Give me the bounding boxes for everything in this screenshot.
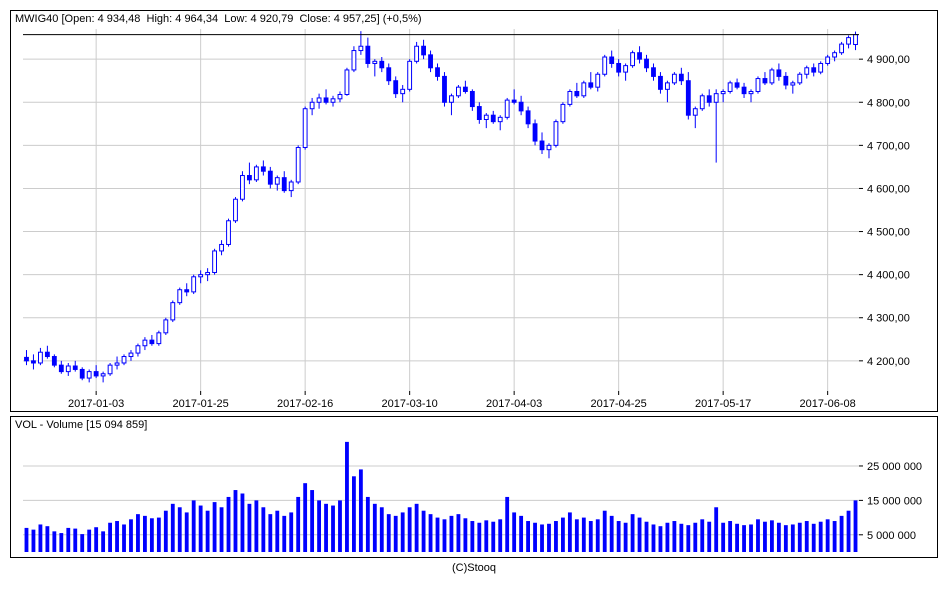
svg-text:2017-03-10: 2017-03-10 xyxy=(382,398,438,410)
svg-text:2017-01-25: 2017-01-25 xyxy=(173,398,229,410)
svg-text:5 000 000: 5 000 000 xyxy=(867,530,916,542)
high-value: 4 964,34 xyxy=(175,13,218,25)
close-value: 4 957,25 xyxy=(334,13,377,25)
close-label: Close: xyxy=(299,13,330,25)
svg-text:2017-04-25: 2017-04-25 xyxy=(591,398,647,410)
volume-panel-header: VOL - Volume [15 094 859] xyxy=(15,419,147,431)
change-value: (+0,5%) xyxy=(383,13,422,25)
price-panel: MWIG40 [Open: 4 934,48 High: 4 964,34 Lo… xyxy=(10,10,938,412)
svg-text:2017-04-03: 2017-04-03 xyxy=(486,398,542,410)
svg-text:4 600,00: 4 600,00 xyxy=(867,183,910,195)
volume-chart-svg: 5 000 000 15 000 000 25 000 000 xyxy=(11,417,937,557)
svg-text:4 300,00: 4 300,00 xyxy=(867,313,910,325)
volume-panel: VOL - Volume [15 094 859] 5 000 000 15 00… xyxy=(10,416,938,558)
low-value: 4 920,79 xyxy=(251,13,294,25)
svg-text:4 400,00: 4 400,00 xyxy=(867,270,910,282)
low-label: Low: xyxy=(224,13,247,25)
high-label: High: xyxy=(147,13,173,25)
svg-text:4 700,00: 4 700,00 xyxy=(867,140,910,152)
open-label: Open: xyxy=(65,13,95,25)
price-panel-header: MWIG40 [Open: 4 934,48 High: 4 964,34 Lo… xyxy=(15,13,422,25)
svg-text:25 000 000: 25 000 000 xyxy=(867,461,922,473)
price-chart-svg: 4 200,00 4 300,00 4 400,00 4 500,00 4 600,00… xyxy=(11,11,937,411)
chart-container: MWIG40 [Open: 4 934,48 High: 4 964,34 Lo… xyxy=(10,10,938,574)
svg-text:4 500,00: 4 500,00 xyxy=(867,227,910,239)
svg-text:4 800,00: 4 800,00 xyxy=(867,97,910,109)
volume-value: [15 094 859] xyxy=(86,419,147,431)
volume-label: VOL - Volume xyxy=(15,419,83,431)
symbol-label: MWIG40 xyxy=(15,13,58,25)
svg-text:4 900,00: 4 900,00 xyxy=(867,54,910,66)
svg-text:2017-01-03: 2017-01-03 xyxy=(68,398,124,410)
svg-text:15 000 000: 15 000 000 xyxy=(867,495,922,507)
open-value: 4 934,48 xyxy=(98,13,141,25)
svg-text:4 200,00: 4 200,00 xyxy=(867,356,910,368)
footer-credit: (C)Stooq xyxy=(10,562,938,574)
svg-text:2017-02-16: 2017-02-16 xyxy=(277,398,333,410)
svg-text:2017-05-17: 2017-05-17 xyxy=(695,398,751,410)
svg-text:2017-06-08: 2017-06-08 xyxy=(800,398,856,410)
